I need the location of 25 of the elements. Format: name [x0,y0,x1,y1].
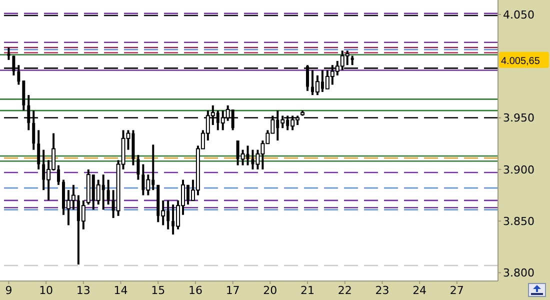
x-tick-label: 13 [76,284,90,297]
x-tick-label: 15 [151,284,166,297]
candlestick [350,54,354,66]
candlestick [37,129,40,170]
x-tick-label: 10 [39,284,54,297]
x-tick-label: 27 [450,284,464,297]
x-tick-label: 20 [263,284,278,297]
y-tick-label: 3.900 [503,163,534,176]
x-tick-label: 22 [338,284,352,297]
text: 4.005,65 [501,56,540,67]
x-tick-label: 9 [5,284,12,297]
y-tick-label: 3.850 [503,214,534,228]
candlestick [7,46,10,61]
candlestick [81,199,86,230]
candlestick [106,178,110,206]
x-tick-label: 16 [188,284,202,297]
x-tick-label: 14 [114,284,128,297]
y-tick-label: 3.950 [503,112,534,125]
x-tick-label: 23 [375,284,390,297]
candlestick [136,154,140,181]
y-tick-label: 4.050 [503,8,534,22]
x-tick-label: 21 [300,284,315,297]
x-tick-label: 24 [412,284,427,297]
x-tick-label: 17 [226,284,240,297]
y-tick-label: 3.800 [503,266,534,280]
